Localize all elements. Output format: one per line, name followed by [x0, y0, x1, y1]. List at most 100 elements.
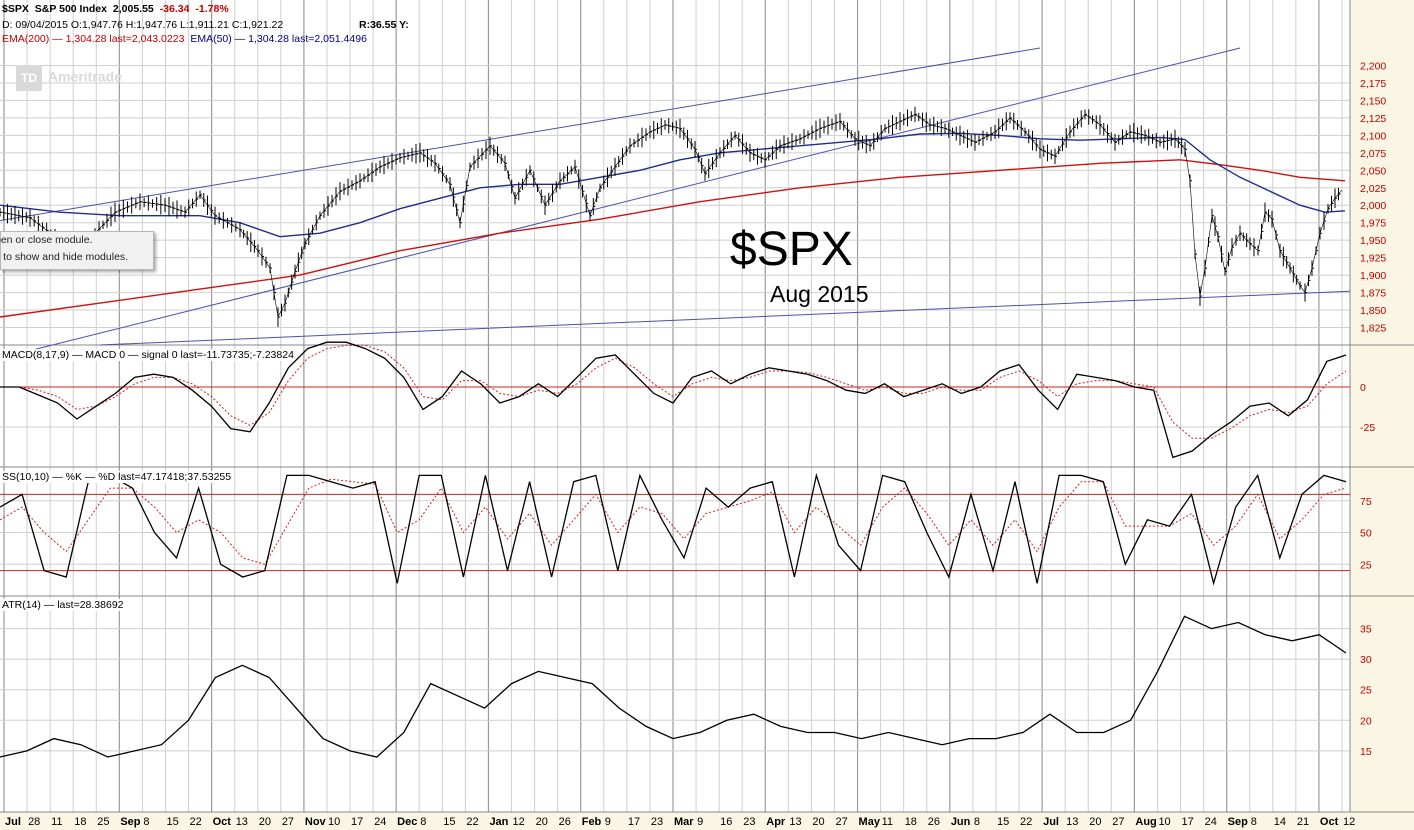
x-tick-label: 11 [882, 816, 893, 828]
x-tick-label: 8 [143, 816, 149, 828]
x-tick-label: 17 [351, 816, 363, 828]
x-tick-label: 8 [974, 816, 980, 828]
ohlc-values: D: 09/04/2015 O:1,947.76 H:1,947.76 L:1,… [2, 19, 284, 31]
y-tick-label: 2,025 [1360, 183, 1386, 195]
x-tick-label: 18 [905, 816, 917, 828]
watermark-text: Ameritrade [48, 68, 122, 85]
panel-borders [0, 0, 1414, 813]
x-tick-label: 17 [628, 816, 640, 828]
trendlines [0, 47, 1351, 352]
x-tick-label: May [859, 816, 881, 828]
tooltip-line-1: pen or close module. [0, 234, 93, 246]
right-axis-strip [1350, 0, 1414, 812]
tooltip-line-2: k to show and hide modules. [0, 251, 129, 263]
y-tick-label: 0 [1360, 382, 1366, 394]
y-tick-label: 1,950 [1360, 235, 1386, 247]
x-tick-label: Feb [582, 816, 602, 828]
x-axis-ticks: Jul 28 11 18 25 Sep 8 15 22 Oct 13 20 27 Nov 10 17 24 Dec… [5, 816, 1355, 828]
ema50-line [0, 132, 1346, 238]
x-tick-label: 13 [1066, 816, 1078, 828]
y-tick-label: 1,900 [1360, 270, 1386, 282]
x-tick-label: Dec [397, 816, 417, 828]
atr-series-layer [0, 615, 1347, 758]
y-tick-label: 25 [1360, 685, 1372, 697]
x-tick-label: 20 [536, 816, 548, 828]
y-tick-label: 50 [1360, 528, 1372, 540]
y-tick-label: 2,000 [1360, 200, 1386, 212]
x-tick-label: 22 [190, 816, 202, 828]
range-values: R:36.55 Y: [359, 19, 409, 31]
x-tick-label: Aug [1135, 816, 1156, 828]
x-tick-label: 15 [443, 816, 455, 828]
y-tick-label: 1,875 [1360, 288, 1386, 300]
x-tick-label: 21 [1297, 816, 1309, 828]
x-tick-label: 18 [74, 816, 86, 828]
x-tick-label: Jul [5, 816, 21, 828]
price-change: -36.34 [159, 3, 190, 15]
x-tick-label: Jul [1043, 816, 1059, 828]
y-tick-label: 30 [1360, 654, 1372, 666]
x-tick-label: 28 [28, 816, 40, 828]
symbol: $SPX [2, 3, 29, 15]
x-tick-label: 26 [928, 816, 940, 828]
y-tick-label: -25 [1360, 422, 1375, 434]
x-tick-label: 8 [420, 816, 426, 828]
header-range-line: R:36.55 Y: [359, 19, 412, 31]
x-tick-label: 12 [513, 816, 525, 828]
x-tick-label: Sep [1228, 816, 1248, 828]
x-tick-label: 22 [1020, 816, 1032, 828]
x-tick-label: 17 [1182, 816, 1194, 828]
y-tick-label: 2,050 [1360, 165, 1386, 177]
y-tick-label: 2,100 [1360, 130, 1386, 142]
ss-series-layer [0, 472, 1350, 586]
price-line [0, 113, 1343, 318]
x-tick-label: Apr [766, 816, 786, 828]
x-tick-label: 23 [743, 816, 755, 828]
y-tick-label: 25 [1360, 559, 1372, 571]
y-tick-label: 75 [1360, 496, 1372, 508]
ss-k-line [0, 472, 1347, 586]
ema200-line [0, 159, 1346, 318]
x-tick-label: 13 [236, 816, 248, 828]
y-tick-label: 2,150 [1360, 95, 1386, 107]
x-tick-label: 26 [559, 816, 571, 828]
atr-panel-title: ATR(14) — last=28.38692 [2, 599, 124, 611]
header-symbol-line: $SPX S&P 500 Index 2,005.55 -36.34 -1.78… [2, 3, 232, 15]
x-tick-label: 11 [51, 816, 62, 828]
ema200-legend: EMA(200) — 1,304.28 last=2,043.0223 [2, 33, 185, 45]
x-tick-label: Oct [1320, 816, 1339, 828]
annotation-symbol: $SPX [730, 223, 853, 276]
x-tick-label: 25 [97, 816, 109, 828]
y-tick-label: 15 [1360, 746, 1372, 758]
module-tooltip: pen or close module. k to show and hide … [0, 231, 154, 270]
trendline [99, 290, 1351, 346]
x-tick-label: Sep [120, 816, 140, 828]
x-tick-label: 24 [1205, 816, 1217, 828]
header-ohlc-line: D: 09/04/2015 O:1,947.76 H:1,947.76 L:1,… [2, 19, 286, 31]
x-tick-label: 22 [466, 816, 478, 828]
y-tick-label: 2,125 [1360, 113, 1386, 125]
x-tick-label: 24 [374, 816, 386, 828]
y-tick-label: 1,825 [1360, 323, 1386, 335]
y-tick-label: 35 [1360, 624, 1372, 636]
x-tick-label: Oct [213, 816, 232, 828]
y-tick-label: 2,175 [1360, 78, 1386, 90]
x-tick-label: Jun [951, 816, 971, 828]
header-ema-line: EMA(200) — 1,304.28 last=2,043.0223 EMA(… [2, 33, 370, 45]
last-price: 2,005.55 [112, 3, 154, 15]
trendline [29, 47, 1241, 352]
ema50-legend: EMA(50) — 1,304.28 last=2,051.4496 [190, 33, 367, 45]
y-tick-label: 1,975 [1360, 218, 1386, 230]
x-tick-label: Nov [305, 816, 327, 828]
macd-panel-title: MACD(8,17,9) — MACD 0 — signal 0 last=-1… [2, 349, 294, 361]
y-tick-label: 2,200 [1360, 60, 1386, 72]
macd-series-layer [0, 341, 1350, 459]
trendline [0, 47, 1041, 222]
y-tick-label: 1,850 [1360, 305, 1386, 317]
ameritrade-watermark: TD Ameritrade [16, 65, 122, 91]
x-tick-label: 23 [651, 816, 663, 828]
x-tick-label: 20 [1089, 816, 1101, 828]
x-tick-label: 13 [789, 816, 801, 828]
td-logo-icon: TD [16, 65, 42, 91]
